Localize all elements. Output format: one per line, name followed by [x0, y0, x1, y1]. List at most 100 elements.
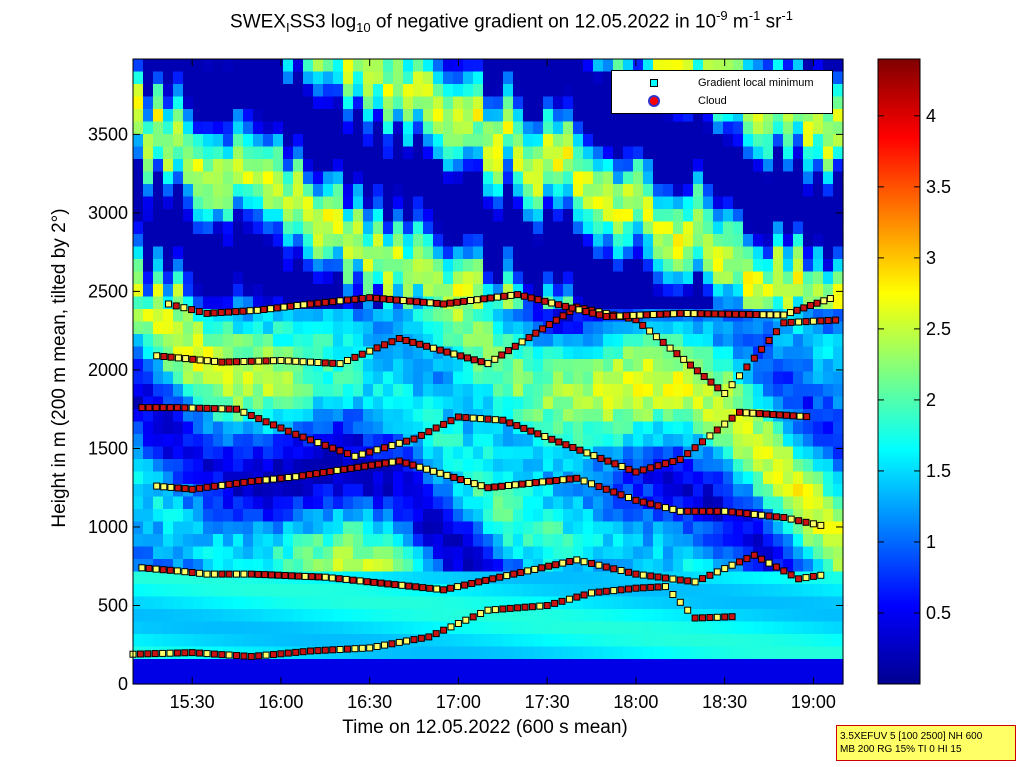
heatmap-cell: [503, 359, 514, 373]
heatmap-cell: [413, 421, 424, 435]
heatmap-cell: [423, 384, 434, 398]
heatmap-cell: [563, 59, 574, 73]
heatmap-cell: [243, 321, 254, 335]
heatmap-cell: [293, 546, 304, 560]
heatmap-cell: [583, 496, 594, 510]
heatmap-cell: [673, 459, 684, 473]
heatmap-cell: [263, 621, 274, 635]
heatmap-cell: [383, 596, 394, 610]
heatmap-cell: [223, 484, 234, 498]
heatmap-cell: [433, 384, 444, 398]
heatmap-cell: [703, 121, 714, 135]
heatmap-cell: [463, 221, 474, 235]
heatmap-cell: [233, 109, 244, 123]
heatmap-cell: [203, 571, 214, 585]
gradient-minimum-marker: [566, 475, 574, 483]
heatmap-cell: [513, 446, 524, 460]
heatmap-cell: [793, 271, 804, 285]
gradient-minimum-marker: [647, 464, 655, 472]
heatmap-cell: [653, 521, 664, 535]
heatmap-cell: [583, 571, 594, 585]
heatmap-cell: [133, 71, 144, 85]
gradient-minimum-marker: [736, 558, 743, 566]
heatmap-cell: [763, 209, 774, 223]
heatmap-cell: [383, 146, 394, 160]
heatmap-cell: [833, 509, 844, 523]
heatmap-cell: [663, 209, 674, 223]
heatmap-cell: [543, 284, 554, 298]
heatmap-cell: [613, 284, 624, 298]
gradient-minimum-marker: [602, 485, 610, 493]
heatmap-cell: [203, 184, 214, 198]
heatmap-cell: [223, 671, 234, 685]
x-axis-label: Time on 12.05.2022 (600 s mean): [342, 717, 628, 738]
gradient-minimum-marker: [284, 649, 292, 657]
heatmap-cell: [183, 621, 194, 635]
gradient-minimum-marker: [728, 381, 736, 389]
heatmap-cell: [273, 659, 284, 673]
heatmap-cell: [133, 509, 144, 523]
heatmap-cell: [563, 584, 574, 598]
heatmap-cell: [443, 359, 454, 373]
heatmap-cell: [563, 446, 574, 460]
heatmap-cell: [563, 84, 574, 98]
heatmap-cell: [813, 646, 824, 660]
heatmap-cell: [613, 571, 624, 585]
heatmap-cell: [403, 259, 414, 273]
heatmap-cell: [823, 296, 834, 310]
gradient-minimum-marker: [545, 321, 553, 328]
heatmap-cell: [503, 671, 514, 685]
gradient-minimum-marker: [506, 419, 514, 427]
gradient-minimum-marker: [499, 605, 507, 613]
heatmap-cell: [483, 621, 494, 635]
heatmap-cell: [803, 246, 814, 260]
heatmap-cell: [503, 171, 514, 185]
heatmap-cell: [553, 109, 564, 123]
heatmap-cell: [293, 234, 304, 248]
heatmap-cell: [713, 521, 724, 535]
heatmap-cell: [253, 121, 264, 135]
heatmap-cell: [233, 121, 244, 135]
gradient-minimum-marker: [551, 599, 559, 607]
heatmap-cell: [183, 121, 194, 135]
gradient-minimum-marker: [625, 585, 632, 593]
heatmap-cell: [153, 196, 164, 210]
heatmap-cell: [553, 584, 564, 598]
heatmap-cell: [323, 534, 334, 548]
heatmap-cell: [573, 559, 584, 573]
heatmap-cell: [533, 271, 544, 285]
heatmap-cell: [463, 321, 474, 335]
heatmap-cell: [363, 209, 374, 223]
gradient-minimum-marker: [646, 327, 654, 335]
heatmap-cell: [743, 434, 754, 448]
heatmap-cell: [603, 221, 614, 235]
heatmap-cell: [373, 584, 384, 598]
heatmap-cell: [483, 84, 494, 98]
heatmap-cell: [423, 671, 434, 685]
heatmap-cell: [193, 359, 204, 373]
heatmap-cell: [473, 159, 484, 173]
gradient-minimum-marker: [616, 312, 624, 320]
heatmap-cell: [343, 109, 354, 123]
heatmap-cell: [673, 221, 684, 235]
heatmap-cell: [163, 59, 174, 73]
heatmap-cell: [663, 409, 674, 423]
heatmap-cell: [263, 234, 274, 248]
heatmap-cell: [343, 146, 354, 160]
gradient-minimum-markers: [129, 291, 840, 660]
heatmap-cell: [573, 621, 584, 635]
heatmap-cell: [633, 534, 644, 548]
heatmap-cell: [273, 409, 284, 423]
heatmap-cell: [683, 609, 694, 623]
heatmap-cell: [693, 484, 704, 498]
gradient-minimum-marker: [377, 579, 385, 587]
heatmap-cell: [713, 546, 724, 560]
heatmap-cell: [593, 521, 604, 535]
heatmap-cell: [653, 371, 664, 385]
heatmap-cell: [363, 321, 374, 335]
heatmap-cell: [273, 184, 284, 198]
heatmap-cell: [793, 234, 804, 248]
heatmap-cell: [293, 671, 304, 685]
heatmap-cell: [293, 396, 304, 410]
heatmap-cell: [733, 584, 744, 598]
